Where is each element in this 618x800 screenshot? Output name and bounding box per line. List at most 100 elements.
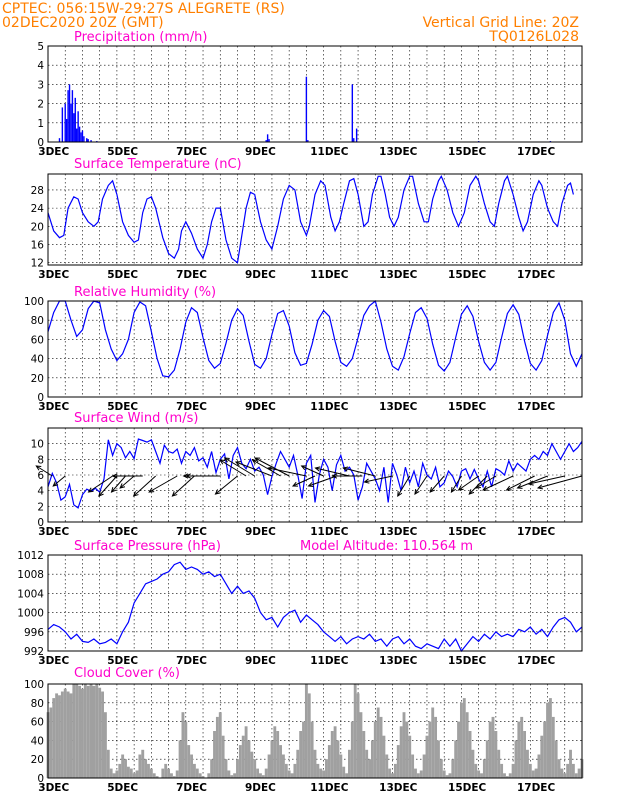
cloud-bar — [213, 731, 216, 778]
cloud-bar — [382, 735, 386, 778]
temperature-x-tick-label: 13DEC — [379, 269, 418, 281]
cloud-bar — [210, 759, 214, 778]
temperature-x-tick-label: 7DEC — [176, 269, 207, 281]
cloud-bar — [428, 721, 432, 778]
precip-bar — [80, 132, 82, 142]
cloud-bar — [528, 763, 532, 778]
cloud-bar — [86, 685, 90, 778]
cloud-y-tick-label: 60 — [31, 717, 44, 729]
cloud-bar — [72, 684, 76, 778]
wind-x-tick-label: 5DEC — [107, 526, 138, 538]
wind-vector-shaft — [172, 475, 195, 497]
cloud-bar — [422, 754, 426, 778]
cloud-bar — [362, 731, 366, 778]
cloud-bar — [144, 759, 148, 778]
humidity-x-tick-label: 7DEC — [176, 401, 207, 413]
wind-vector-head — [267, 466, 274, 472]
cloud-bar — [471, 749, 475, 778]
cloud-bar — [396, 745, 400, 778]
cloud-bar — [307, 693, 311, 778]
cloud-bar — [517, 721, 521, 778]
wind-vector-shaft — [506, 475, 535, 491]
cloud-bar — [523, 731, 527, 778]
cloud-bar — [365, 749, 369, 778]
temperature-y-tick-label: 16 — [31, 240, 45, 252]
cloud-bar — [477, 770, 481, 778]
cloud-bar — [388, 768, 392, 778]
cloud-bar — [465, 712, 469, 778]
cloud-bar — [431, 707, 435, 778]
cloud-bar — [560, 768, 564, 778]
cloud-bar — [543, 721, 547, 778]
precip-bar — [67, 90, 69, 142]
wind-vector-shaft — [219, 459, 247, 477]
cloud-bar — [508, 773, 512, 778]
cloud-bar — [520, 716, 524, 778]
pressure-x-tick-label: 17DEC — [517, 655, 556, 667]
wind-vector-head — [251, 459, 258, 465]
precip-bar — [73, 113, 75, 142]
cloud-bar — [425, 735, 429, 778]
cloud-bar — [172, 776, 176, 778]
cloud-bar — [52, 698, 56, 778]
wind-y-tick-label: 4 — [37, 486, 44, 498]
pressure-x-tick-label: 9DEC — [245, 655, 276, 667]
header-run-date: 02DEC2020 20Z (GMT) — [2, 15, 164, 31]
cloud-bar — [482, 759, 486, 778]
wind-vector-shaft — [111, 475, 126, 493]
wind-vector-head — [331, 473, 338, 479]
cloud-bar — [445, 775, 449, 778]
pressure-title: Surface Pressure (hPa) — [74, 539, 221, 554]
cloud-bar — [551, 716, 555, 778]
cloud-bar — [488, 721, 492, 778]
pressure-y-tick-label: 996 — [24, 627, 44, 639]
wind-vector-head — [171, 491, 178, 497]
wind-vector-shaft — [98, 475, 118, 497]
cloud-bar — [293, 763, 297, 778]
cloud-bar — [259, 773, 262, 778]
cloud-bar — [264, 768, 268, 778]
cloud-bar — [494, 731, 498, 778]
temperature-y-tick-label: 12 — [31, 258, 44, 270]
precip-bar — [265, 140, 267, 142]
wind-vector-shaft — [88, 475, 113, 493]
cloud-bar — [253, 759, 257, 778]
cloud-bar — [571, 763, 575, 778]
wind-vector-shaft — [36, 465, 53, 477]
cloud-bar — [505, 776, 509, 778]
pressure-y-tick-label: 1008 — [17, 569, 44, 581]
cloud-bar — [342, 766, 346, 778]
humidity-x-tick-label: 5DEC — [107, 401, 138, 413]
wind-vector-shaft — [458, 475, 479, 491]
pressure-frame — [47, 554, 583, 652]
header-model-id: TQ0126L028 — [488, 29, 579, 45]
cloud-bar — [247, 740, 251, 778]
cloud-bar — [207, 773, 211, 778]
precip-y-tick-label: 0 — [37, 137, 44, 149]
wind-vector-shaft — [133, 475, 156, 497]
precip-bar — [266, 134, 269, 142]
precip-bar — [65, 118, 68, 142]
cloud-bar — [198, 773, 202, 778]
wind-vector-shaft — [215, 475, 238, 495]
wind-vector-shaft — [414, 475, 428, 495]
cloud-bar — [89, 684, 93, 778]
header-grid-note: Vertical Grid Line: 20Z — [423, 15, 579, 31]
wind-vector-shaft — [148, 475, 178, 493]
wind-vector-shaft — [268, 467, 307, 477]
pressure-y-tick-label: 1012 — [17, 550, 44, 562]
wind-vector-head — [536, 484, 544, 490]
precip-bar — [76, 128, 78, 142]
wind-series-line — [47, 438, 583, 509]
cloud-bar — [577, 768, 581, 778]
precip-x-tick-label: 11DEC — [310, 146, 349, 158]
cloud-bar — [190, 754, 193, 778]
cloud-bar — [566, 763, 570, 778]
humidity-x-tick-label: 15DEC — [448, 401, 487, 413]
humidity-y-tick-label: 40 — [31, 354, 44, 366]
cloud-bar — [121, 754, 125, 778]
cloud-bar — [118, 763, 122, 778]
cloud-bar — [546, 702, 549, 778]
cloud-bar — [419, 770, 423, 778]
cloud-bar — [534, 768, 538, 778]
